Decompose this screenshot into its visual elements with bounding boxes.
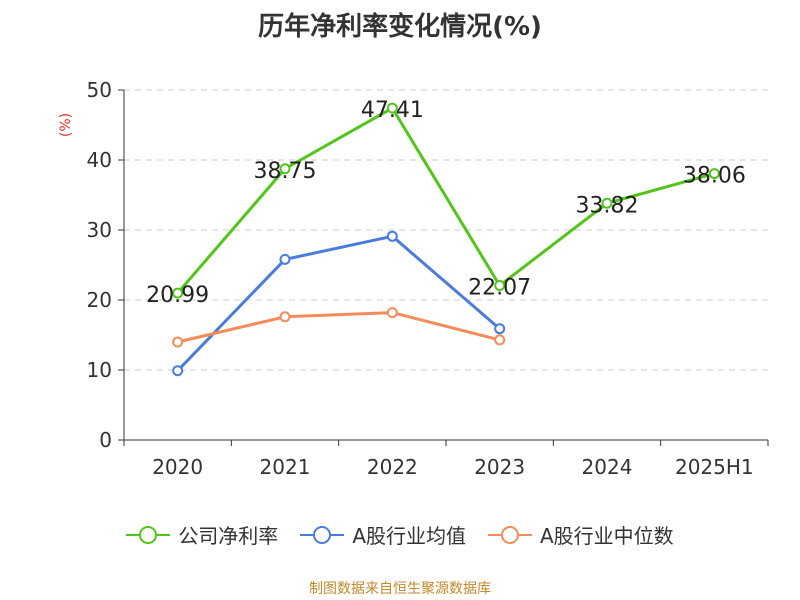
y-tick-label: 0 bbox=[99, 428, 112, 452]
series-line bbox=[177, 311, 501, 344]
data-label: 38.06 bbox=[683, 164, 746, 189]
data-label-layer: 20.99 38.75 47.41 22.07 33.82 38.06 bbox=[146, 98, 746, 308]
legend-line-icon bbox=[488, 525, 532, 544]
data-point bbox=[279, 311, 291, 323]
axis-layer: 0 10 20 30 40 50 2020 2021 2022 2023 2024 2025H1 (%) bbox=[58, 78, 769, 479]
data-label: 22.07 bbox=[468, 276, 531, 301]
y-tick-label: 20 bbox=[87, 288, 112, 312]
legend-label: 公司净利率 bbox=[178, 524, 279, 548]
data-label: 20.99 bbox=[146, 283, 209, 308]
legend-item[interactable]: 公司净利率 bbox=[126, 520, 278, 549]
x-tick-label: 2024 bbox=[582, 455, 633, 479]
data-point bbox=[494, 334, 506, 346]
x-tick-label: 2021 bbox=[260, 455, 311, 479]
data-label: 33.82 bbox=[576, 193, 639, 218]
legend-label: A股行业中位数 bbox=[540, 524, 674, 548]
data-point bbox=[708, 168, 720, 180]
grid-layer bbox=[124, 89, 768, 371]
legend: 公司净利率 A股行业均值 A股行业中位数 bbox=[0, 520, 800, 549]
data-label: 47.41 bbox=[361, 98, 424, 123]
x-tick-label: 2025H1 bbox=[675, 455, 754, 479]
y-tick-label: 10 bbox=[87, 358, 112, 382]
y-tick-label: 30 bbox=[87, 218, 112, 242]
legend-line-icon bbox=[126, 525, 171, 544]
data-point bbox=[279, 253, 291, 265]
y-tick-label: 40 bbox=[87, 148, 112, 172]
data-point bbox=[601, 197, 613, 209]
y-tick-label: 50 bbox=[87, 78, 112, 102]
x-tick-label: 2023 bbox=[474, 455, 525, 479]
data-point bbox=[494, 280, 506, 292]
x-tick-label: 2020 bbox=[152, 455, 203, 479]
data-point bbox=[172, 336, 184, 348]
data-point bbox=[172, 287, 184, 299]
series-line bbox=[176, 106, 715, 295]
legend-item[interactable]: A股行业中位数 bbox=[488, 520, 674, 549]
data-point bbox=[172, 365, 184, 377]
y-axis-label: (%) bbox=[58, 113, 74, 137]
series-layer bbox=[172, 102, 720, 377]
data-point bbox=[386, 307, 398, 319]
x-tick-label: 2022 bbox=[367, 455, 418, 479]
legend-item[interactable]: A股行业均值 bbox=[300, 520, 466, 549]
legend-line-icon bbox=[300, 525, 345, 544]
series-line bbox=[176, 234, 501, 372]
data-point bbox=[386, 230, 398, 242]
source-note: 制图数据来自恒生聚源数据库 bbox=[309, 581, 491, 597]
data-point bbox=[494, 323, 506, 335]
chart-title: 历年净利率变化情况(%) bbox=[258, 12, 542, 42]
data-label: 38.75 bbox=[254, 159, 317, 184]
legend-label: A股行业均值 bbox=[352, 524, 466, 548]
data-point bbox=[386, 102, 398, 114]
data-point bbox=[279, 163, 291, 175]
